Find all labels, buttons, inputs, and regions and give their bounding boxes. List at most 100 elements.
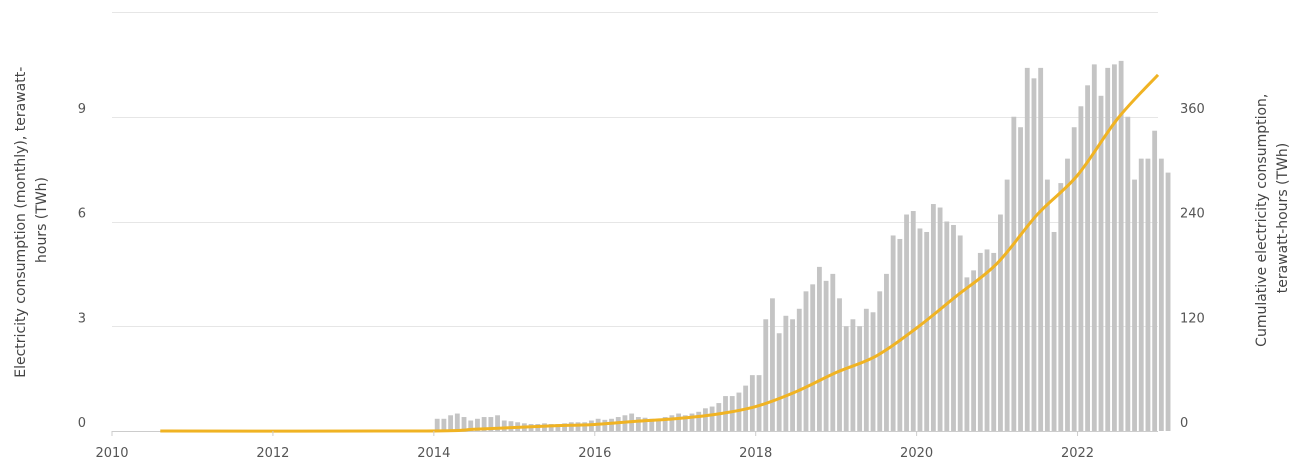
bar xyxy=(843,326,849,431)
bar xyxy=(689,413,695,431)
bar xyxy=(1085,85,1091,431)
bar xyxy=(448,415,454,431)
left-tick-label: 9 xyxy=(78,102,86,117)
right-axis-label: Cumulative electricity consumption, tera… xyxy=(1254,89,1291,347)
bar xyxy=(1098,95,1104,432)
bar xyxy=(562,423,568,431)
x-tick-label: 2012 xyxy=(256,446,289,461)
bar xyxy=(508,421,514,431)
right-tick-label: 0 xyxy=(1180,416,1188,431)
bar xyxy=(1011,116,1017,431)
bar xyxy=(1018,127,1023,431)
bar xyxy=(863,308,869,431)
left-axis-ticks: 0 3 6 9 xyxy=(78,102,86,431)
bar xyxy=(776,333,782,431)
bar xyxy=(1118,60,1124,431)
bar xyxy=(850,319,856,431)
bar xyxy=(1138,158,1144,431)
x-tick-label: 2022 xyxy=(1061,446,1094,461)
x-tick-label: 2018 xyxy=(739,446,772,461)
bar xyxy=(582,422,588,431)
bar xyxy=(1125,116,1131,431)
bar xyxy=(984,249,990,431)
bar xyxy=(1158,158,1164,431)
bar xyxy=(930,204,936,431)
bar xyxy=(656,418,661,431)
bar xyxy=(1071,127,1077,431)
bar xyxy=(763,319,769,431)
left-axis-label-line2: hours (TWh) xyxy=(34,177,50,263)
bar xyxy=(1078,106,1084,432)
bar xyxy=(454,413,460,431)
bar xyxy=(475,418,480,431)
bar xyxy=(1112,64,1117,432)
bar xyxy=(951,224,956,431)
bar xyxy=(468,420,474,431)
bar xyxy=(1105,67,1111,432)
left-tick-label: 0 xyxy=(78,416,86,431)
bar xyxy=(649,418,655,431)
bar xyxy=(676,413,681,431)
x-axis-ticks: 2010 2012 2014 2016 2018 2020 2022 xyxy=(95,431,1094,461)
right-tick-label: 120 xyxy=(1180,311,1205,326)
bar xyxy=(810,284,816,431)
bar xyxy=(944,221,950,431)
bar xyxy=(964,277,970,431)
bar xyxy=(1065,158,1070,431)
bar xyxy=(682,415,688,431)
bar xyxy=(501,420,507,431)
bar xyxy=(602,419,608,431)
bar xyxy=(770,298,775,431)
bar xyxy=(998,214,1003,431)
left-axis-label-line1: Electricity consumption (monthly), teraw… xyxy=(13,67,29,378)
bar xyxy=(716,403,722,431)
monthly-consumption-bars xyxy=(434,60,1171,432)
bar xyxy=(609,418,614,431)
x-tick-label: 2010 xyxy=(95,446,128,461)
bar xyxy=(1004,179,1010,431)
bar xyxy=(702,408,708,431)
bar xyxy=(837,298,842,431)
bar xyxy=(434,418,440,431)
left-tick-label: 6 xyxy=(78,207,86,222)
bar xyxy=(803,291,809,431)
bar xyxy=(555,424,561,431)
bar xyxy=(917,228,923,431)
bar xyxy=(488,417,494,431)
right-axis-label-line1: Cumulative electricity consumption, xyxy=(1254,94,1270,347)
left-tick-label: 3 xyxy=(78,311,86,326)
bar xyxy=(575,422,581,431)
bar xyxy=(957,235,963,431)
bar xyxy=(635,417,641,431)
bar xyxy=(790,319,795,431)
bar xyxy=(548,424,554,431)
bar xyxy=(884,273,889,432)
bar xyxy=(904,214,909,431)
bar xyxy=(461,417,467,431)
bar xyxy=(924,231,930,431)
bar xyxy=(1091,64,1097,432)
right-tick-label: 360 xyxy=(1180,102,1205,117)
bar xyxy=(830,273,836,432)
x-tick-label: 2014 xyxy=(417,446,450,461)
x-tick-label: 2020 xyxy=(900,446,933,461)
bar xyxy=(756,375,762,431)
bar xyxy=(937,207,943,431)
bar xyxy=(890,235,896,431)
bar xyxy=(877,291,883,431)
bar xyxy=(783,315,789,431)
right-tick-label: 240 xyxy=(1180,207,1205,222)
x-tick-label: 2016 xyxy=(578,446,611,461)
bar xyxy=(857,326,863,431)
bar xyxy=(1132,179,1137,431)
bar xyxy=(481,417,487,431)
bar xyxy=(1024,67,1030,432)
bar xyxy=(823,280,829,431)
bar xyxy=(1031,78,1037,431)
bar xyxy=(642,417,648,431)
bar xyxy=(977,252,983,431)
bar xyxy=(749,375,755,431)
bar xyxy=(910,211,916,431)
bar xyxy=(1152,130,1158,431)
bar xyxy=(1044,179,1050,431)
